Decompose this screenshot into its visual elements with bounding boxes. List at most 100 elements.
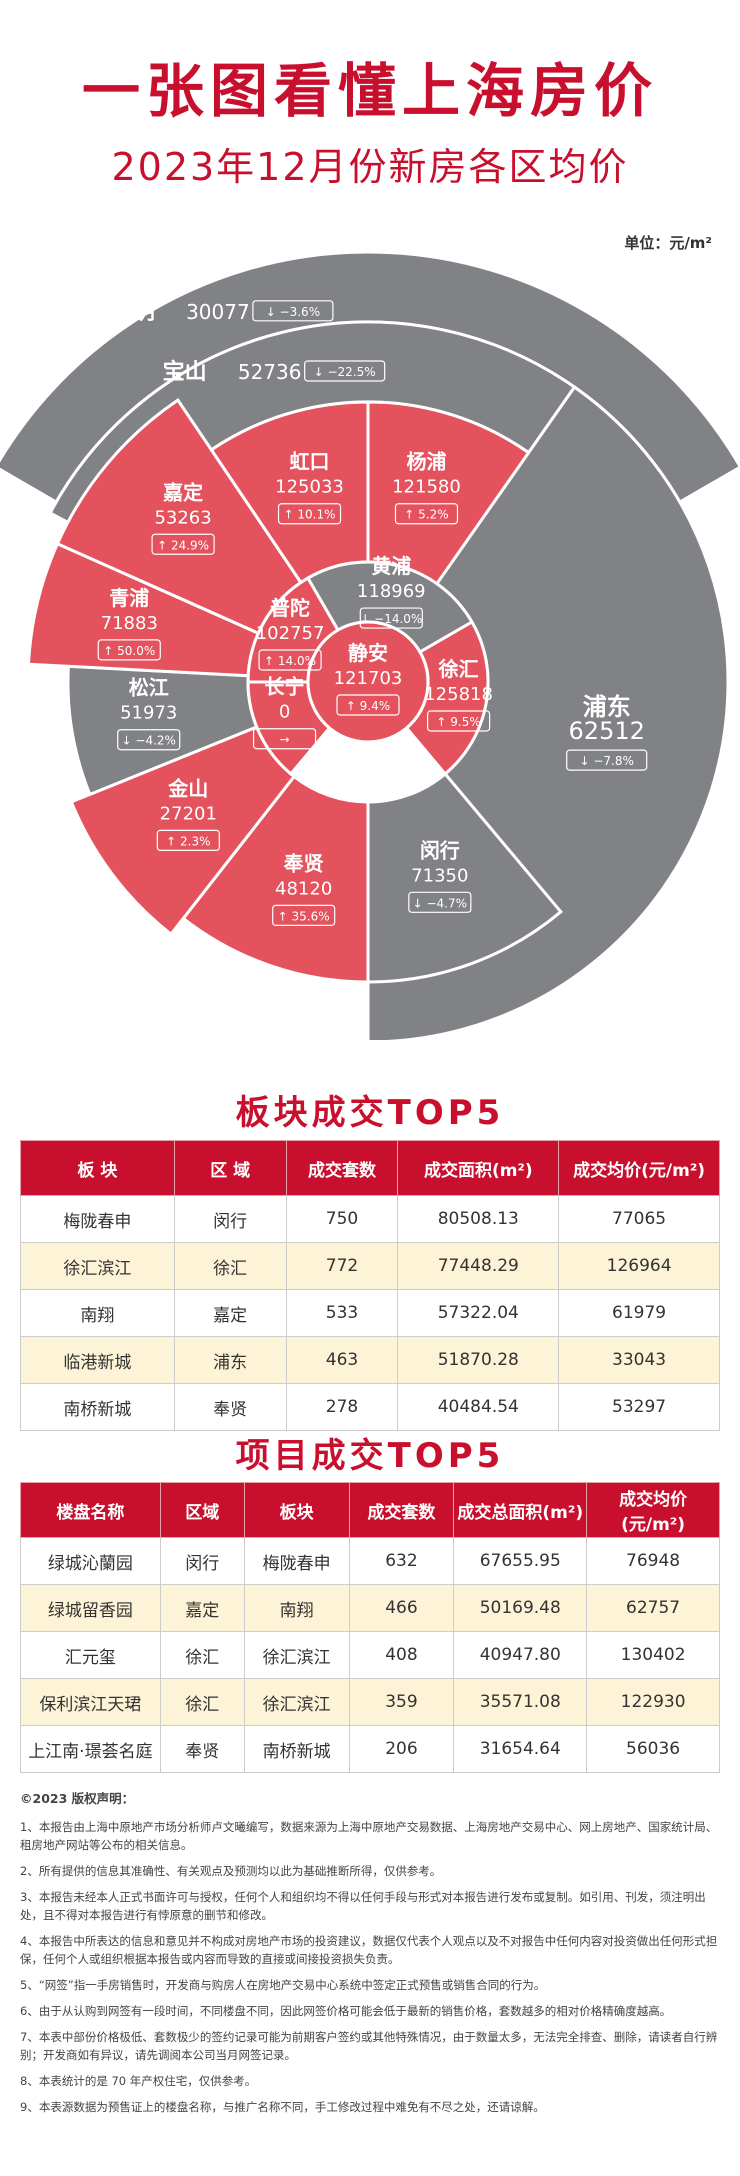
table-cell: 梅陇春申 [20, 1195, 175, 1243]
district-name: 静安 [348, 641, 388, 665]
change-label: ↑ 14.0% [264, 654, 316, 668]
segment-label-杨浦: 杨浦 121580 ↑ 5.2% [392, 450, 461, 525]
district-name: 嘉定 [162, 480, 203, 504]
table-row: 南桥新城 奉贤 278 40484.54 53297 [20, 1383, 720, 1431]
district-name: 松江 [129, 676, 169, 700]
table-cell: 77448.29 [397, 1242, 560, 1290]
table-cell: 57322.04 [397, 1289, 560, 1337]
table-cell: 50169.48 [453, 1584, 588, 1632]
segment-奉贤 [181, 774, 370, 984]
table-cell: 408 [348, 1631, 455, 1679]
table-cell: 463 [285, 1336, 399, 1384]
district-price: 27201 [160, 803, 217, 824]
district-name: 虹口 [290, 450, 330, 474]
district-price: 71883 [101, 613, 158, 634]
district-price: 121580 [392, 477, 461, 498]
table-row: 梅陇春申 闵行 750 80508.13 77065 [20, 1195, 720, 1243]
segment-label-长宁: 长宁 0 → [252, 675, 317, 750]
change-badge [151, 533, 215, 555]
table-cell: 33043 [558, 1336, 720, 1384]
district-name: 崇明 [111, 300, 155, 325]
unit-label: 单位：元/m² [624, 234, 712, 252]
segment-label-奉贤: 奉贤 48120 ↑ 35.6% [272, 851, 336, 926]
segment-label-嘉定: 嘉定 53263 ↑ 24.9% [151, 480, 215, 555]
table-cell: 62757 [586, 1584, 720, 1632]
segment-label-宝山: 宝山 52736 ↓ −22.5% [163, 359, 386, 385]
change-badge [117, 729, 181, 751]
table-cell: 保利滨江天珺 [20, 1678, 161, 1726]
table-cell: 750 [285, 1195, 399, 1243]
table-cell: 76948 [586, 1537, 720, 1585]
column-header: 区域 [159, 1482, 245, 1538]
change-badge [252, 728, 317, 750]
change-label: ↑ 9.4% [346, 699, 390, 713]
district-price: 125033 [275, 477, 344, 498]
segment-静安 [306, 620, 430, 744]
change-badge [427, 710, 491, 732]
column-header: 成交总面积(m²) [453, 1482, 588, 1538]
change-label: ↑ 35.6% [278, 909, 330, 923]
table-cell: 533 [285, 1289, 399, 1337]
district-price: 62512 [569, 717, 645, 745]
table-cell: 绿城留香园 [20, 1584, 161, 1632]
district-price: 30077 [186, 300, 250, 324]
district-name: 宝山 [163, 359, 207, 385]
change-label: ↑ 24.9% [157, 538, 209, 552]
table-cell: 徐汇 [173, 1242, 287, 1290]
table-row: 保利滨江天珺 徐汇 徐汇滨江 359 35571.08 122930 [20, 1678, 720, 1726]
table-cell: 徐汇滨江 [243, 1678, 350, 1726]
table-row: 绿城沁蘭园 闵行 梅陇春申 632 67655.95 76948 [20, 1537, 720, 1585]
change-badge [97, 639, 161, 661]
table-cell: 31654.64 [453, 1725, 588, 1773]
district-price: 48120 [275, 878, 332, 899]
segment-label-普陀: 普陀 102757 ↑ 14.0% [256, 596, 324, 671]
table-cell: 130402 [586, 1631, 720, 1679]
change-badge [566, 749, 648, 771]
disclaimer-item: 6、由于从认购到网签有一段时间，不同楼盘不同，因此网签价格可能会低于最新的销售价… [20, 2004, 672, 2018]
table-cell: 南桥新城 [243, 1725, 350, 1773]
disclaimer-copyright: ©2023 版权声明： [20, 1791, 135, 1806]
district-price: 125818 [424, 684, 493, 705]
change-badge [277, 503, 342, 525]
segment-label-黄浦: 黄浦 118969 ↓ −14.0% [357, 554, 426, 629]
table-row: 南翔 嘉定 533 57322.04 61979 [20, 1289, 720, 1337]
table-cell: 359 [348, 1678, 455, 1726]
table-cell: 466 [348, 1584, 455, 1632]
table-cell: 35571.08 [453, 1678, 588, 1726]
sector-top5-table: 板 块区 域成交套数 成交面积(m²) 成交均价(元/m²) 梅陇春申 闵行 750 80… [20, 1140, 720, 1431]
segment-label-虹口: 虹口 125033 ↑ 10.1% [275, 450, 344, 525]
table-header-row: 楼盘名称 区域 板块 成交套数 成交总面积(m²) 成交均价(元/m²) [20, 1482, 720, 1538]
table-header-row: 板 块区 域成交套数 成交面积(m²) 成交均价(元/m²) [20, 1140, 720, 1196]
district-name: 黄浦 [371, 554, 411, 578]
table-cell: 徐汇滨江 [243, 1631, 350, 1679]
column-header: 楼盘名称 [20, 1482, 161, 1538]
table-cell: 632 [348, 1537, 455, 1585]
change-label: ↓ −3.6% [266, 305, 320, 319]
column-header: 板 块 [20, 1140, 175, 1196]
table-cell: 南翔 [20, 1289, 175, 1337]
district-name: 奉贤 [283, 851, 324, 875]
table-cell: 浦东 [173, 1336, 287, 1384]
table-cell: 闵行 [159, 1537, 245, 1585]
district-name: 长宁 [265, 675, 305, 699]
table-cell: 122930 [586, 1678, 720, 1726]
district-name: 普陀 [270, 596, 310, 620]
table-cell: 南桥新城 [20, 1383, 175, 1431]
segment-label-崇明: 崇明 30077 ↓ −3.6% [111, 300, 334, 325]
segment-闵行 [366, 771, 563, 984]
table-cell: 上江南·璟荟名庭 [20, 1725, 161, 1773]
change-badge [359, 607, 423, 629]
district-price: 118969 [357, 581, 426, 602]
change-badge [156, 829, 220, 852]
disclaimer-item: 5、“网签”指一手房销售时，开发商与购房人在房地产交易中心系统中签定正式预售或销… [20, 1978, 546, 1992]
column-header: 区 域 [173, 1140, 287, 1196]
table-cell: 绿城沁蘭园 [20, 1537, 161, 1585]
table-cell: 772 [285, 1242, 399, 1290]
table-cell: 奉贤 [173, 1383, 287, 1431]
change-label: ↓ −4.7% [413, 896, 467, 910]
district-price: 51973 [120, 703, 177, 724]
segment-label-徐汇: 徐汇 125818 ↑ 9.5% [424, 657, 493, 732]
table-cell: 奉贤 [159, 1725, 245, 1773]
table-cell: 206 [348, 1725, 455, 1773]
